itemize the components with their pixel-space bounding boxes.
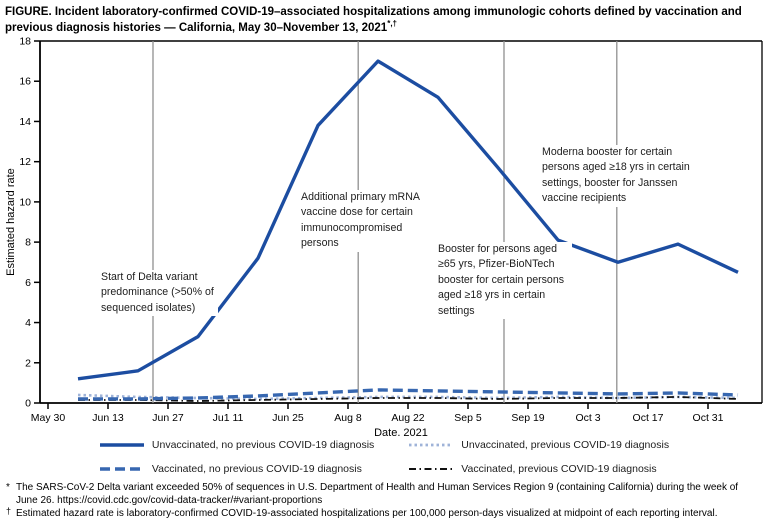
- chart-annotation-2: Booster for persons aged ≥65 yrs, Pfizer…: [437, 241, 572, 320]
- legend-line-sample-dotted: [409, 443, 454, 447]
- x-tick-label: Sep 5: [454, 412, 482, 424]
- x-tick-label: Jun 13: [92, 412, 124, 424]
- x-tick-label: Oct 31: [693, 412, 724, 424]
- y-axis-title: Estimated hazard rate: [5, 168, 17, 276]
- legend-column-1: Unvaccinated, previous COVID-19 diagnosi…: [408, 439, 669, 475]
- dagger-marker: †: [6, 506, 12, 517]
- x-axis-title: Date, 2021: [374, 427, 428, 436]
- legend-label-1: Vaccinated, no previous COVID-19 diagnos…: [151, 462, 362, 475]
- y-tick-label: 18: [19, 36, 31, 48]
- chart-annotation-1: Additional primary mRNA vaccine dose for…: [300, 189, 434, 252]
- legend-item-2: Unvaccinated, previous COVID-19 diagnosi…: [408, 439, 669, 451]
- x-tick-label: Aug 8: [334, 412, 362, 424]
- x-tick-label: Jun 25: [272, 412, 304, 424]
- line-chart: 0 2 4 6 8 10 12 14 16 18 May 30 Jun 13 Jun 27 Ju1 11 J…: [5, 36, 763, 436]
- x-tick-label: Ju1 11: [213, 412, 244, 424]
- x-tick-label: Sep 19: [511, 412, 544, 424]
- legend-line-sample-dashed: [99, 467, 144, 471]
- y-tick-label: 14: [19, 116, 31, 128]
- x-tick-label: Oct 3: [575, 412, 600, 424]
- footnotes: * The SARS-CoV-2 Delta variant exceeded …: [0, 475, 768, 521]
- legend-item-0: Unvaccinated, no previous COVID-19 diagn…: [99, 439, 374, 451]
- y-tick-label: 4: [25, 317, 31, 329]
- legend-line-sample-dashdot: [409, 467, 454, 470]
- legend-line-sample-solid: [99, 443, 144, 447]
- x-tick-label: Aug 22: [391, 412, 424, 424]
- y-tick-label: 0: [25, 397, 31, 409]
- y-tick-label: 10: [19, 196, 31, 208]
- legend-label-2: Unvaccinated, previous COVID-19 diagnosi…: [461, 438, 670, 451]
- legend-label-0: Unvaccinated, no previous COVID-19 diagn…: [151, 438, 375, 451]
- footnote-delta-variant-text: The SARS-CoV-2 Delta variant exceeded 50…: [16, 481, 739, 507]
- asterisk-marker: *: [6, 481, 10, 493]
- legend-column-0: Unvaccinated, no previous COVID-19 diagn…: [99, 439, 374, 475]
- figure-title-text: FIGURE. Incident laboratory-confirmed CO…: [5, 6, 742, 34]
- footnote-delta-variant: * The SARS-CoV-2 Delta variant exceeded …: [5, 481, 762, 508]
- series-line-1: [78, 388, 739, 401]
- x-tick-label: Oct 17: [633, 412, 664, 424]
- footnote-hazard-rate-text: Estimated hazard rate is laboratory-conf…: [16, 508, 718, 520]
- y-tick-label: 16: [19, 76, 31, 88]
- x-tick-label: May 30: [31, 412, 66, 424]
- figure-title-footnote-markers: *,†: [387, 19, 397, 29]
- y-tick-label: 12: [19, 156, 31, 168]
- y-tick-label: 8: [25, 236, 31, 248]
- y-tick-label: 2: [25, 357, 31, 369]
- y-tick-label: 6: [25, 277, 31, 289]
- legend-item-1: Vaccinated, no previous COVID-19 diagnos…: [99, 463, 374, 475]
- figure-title: FIGURE. Incident laboratory-confirmed CO…: [0, 0, 768, 36]
- chart-area: 0 2 4 6 8 10 12 14 16 18 May 30 Jun 13 Jun 27 Ju1 11 J…: [0, 36, 768, 436]
- chart-annotation-3: Moderna booster for certain persons aged…: [541, 144, 709, 207]
- legend-label-3: Vaccinated, previous COVID-19 diagnosis: [461, 462, 657, 475]
- series-line-0: [77, 59, 739, 381]
- legend-item-3: Vaccinated, previous COVID-19 diagnosis: [408, 463, 669, 475]
- x-tick-label: Jun 27: [152, 412, 184, 424]
- chart-annotation-0: Start of Delta variant predominance (>50…: [100, 269, 218, 317]
- footnote-hazard-rate: † Estimated hazard rate is laboratory-co…: [5, 506, 762, 520]
- series-line-3: [78, 395, 739, 402]
- chart-legend: Unvaccinated, no previous COVID-19 diagn…: [0, 439, 768, 475]
